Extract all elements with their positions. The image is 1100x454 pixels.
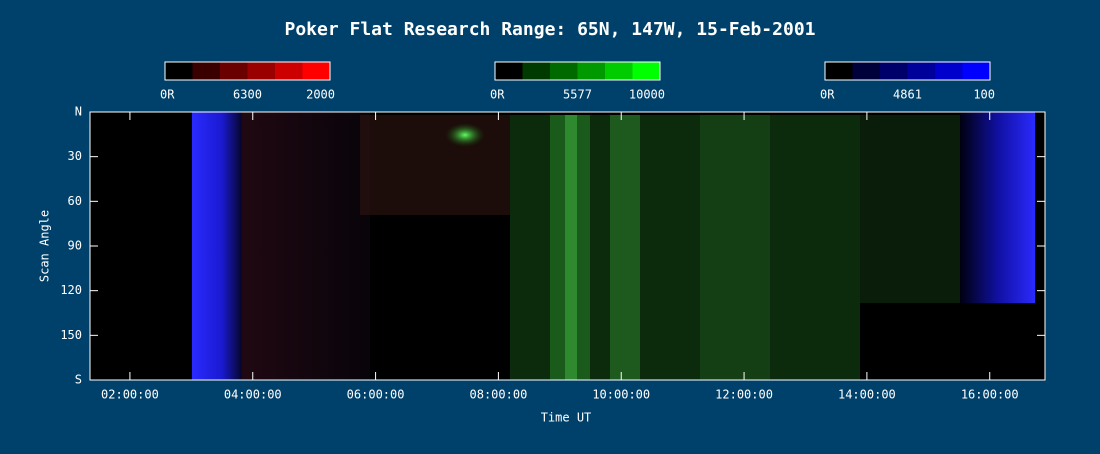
colorbar-segment xyxy=(825,62,853,80)
x-tick-label: 16:00:00 xyxy=(961,388,1019,402)
y-tick-label: S xyxy=(75,373,82,387)
colorbar-segment xyxy=(522,62,550,80)
chart-title: Poker Flat Research Range: 65N, 147W, 15… xyxy=(284,19,815,40)
colorbar-segment xyxy=(302,62,330,80)
colorbar-label: 0R xyxy=(820,88,835,102)
y-tick-label: 120 xyxy=(60,283,82,297)
colorbar-label: 4861 xyxy=(893,88,922,102)
colorbar-segment xyxy=(907,62,935,80)
colorbar-segment xyxy=(935,62,963,80)
x-tick-label: 14:00:00 xyxy=(838,388,896,402)
colorbar-frame xyxy=(824,61,991,81)
y-tick-label: 150 xyxy=(60,328,82,342)
x-tick-label: 10:00:00 xyxy=(592,388,650,402)
colorbar-label: 2000 xyxy=(306,88,335,102)
colorbar-segment xyxy=(495,62,523,80)
colorbar-segment xyxy=(577,62,605,80)
keogram-image xyxy=(90,112,1045,380)
colorbar-segment xyxy=(165,62,193,80)
x-tick-label: 12:00:00 xyxy=(715,388,773,402)
y-tick-label: 60 xyxy=(68,194,82,208)
colorbar-segment xyxy=(605,62,633,80)
y-tick-label: 30 xyxy=(68,149,82,163)
colorbar-frame xyxy=(494,61,661,81)
colorbar-segment xyxy=(220,62,248,80)
y-tick-label: N xyxy=(75,105,82,119)
colorbar-frame xyxy=(164,61,331,81)
colorbar-segment xyxy=(275,62,303,80)
colorbar-segment xyxy=(962,62,990,80)
x-tick-label: 02:00:00 xyxy=(101,388,159,402)
colorbar-segment xyxy=(550,62,578,80)
colorbar-label: 0R xyxy=(160,88,175,102)
colorbar-segment xyxy=(852,62,880,80)
colorbar-segment xyxy=(247,62,275,80)
colorbar-segment xyxy=(192,62,220,80)
colorbar-label: 0R xyxy=(490,88,505,102)
colorbar-label: 100 xyxy=(973,88,995,102)
x-axis-label: Time UT xyxy=(541,411,592,425)
colorbar-segment xyxy=(632,62,660,80)
colorbar-label: 10000 xyxy=(629,88,665,102)
x-tick-label: 08:00:00 xyxy=(470,388,528,402)
y-axis-label: Scan Angle xyxy=(38,210,52,282)
x-tick-label: 06:00:00 xyxy=(347,388,405,402)
colorbar-segment xyxy=(880,62,908,80)
colorbar-label: 5577 xyxy=(563,88,592,102)
colorbar-label: 6300 xyxy=(233,88,262,102)
x-tick-label: 04:00:00 xyxy=(224,388,282,402)
y-tick-label: 90 xyxy=(68,239,82,253)
